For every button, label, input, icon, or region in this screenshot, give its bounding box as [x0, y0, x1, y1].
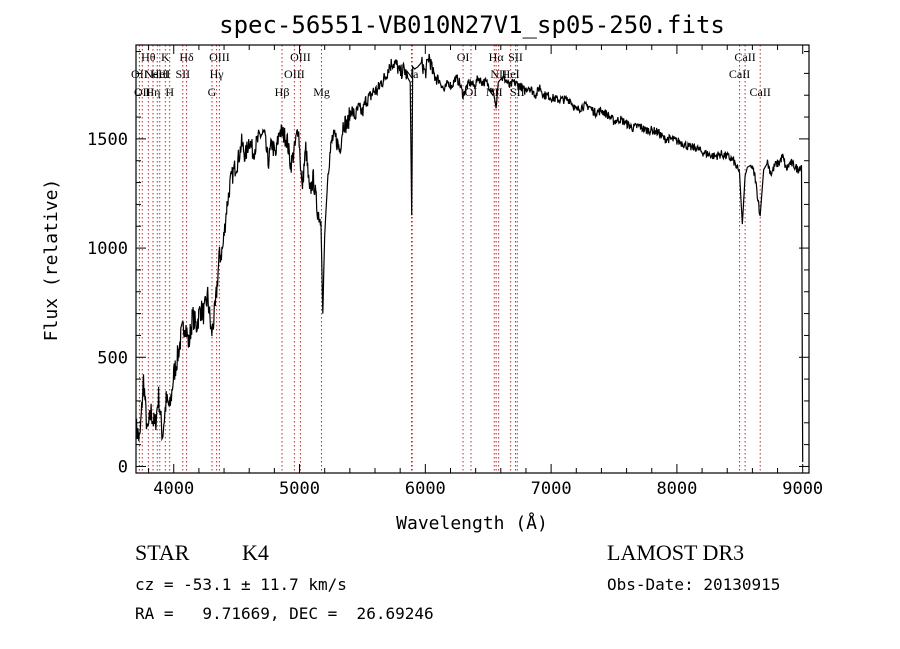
chart-title: spec-56551-VB010N27V1_sp05-250.fits — [219, 11, 725, 39]
line-marker-labels: OIIOIIHθHηNeIIIHeIKHSIIHδGHγOIIIHβOIIIOI… — [131, 50, 771, 99]
line-marker-label: CaII — [734, 50, 755, 64]
line-marker-label: Mg — [313, 85, 330, 99]
x-tick-label: 5000 — [279, 479, 320, 499]
line-marker-label: H — [165, 85, 174, 99]
line-marker-label: HeI — [502, 67, 520, 81]
x-tick-label: 7000 — [531, 479, 572, 499]
y-axis-label: Flux (relative) — [41, 179, 62, 342]
y-axis-ticks: 0 500 1000 1500 — [87, 51, 809, 477]
y-tick-label: 1500 — [87, 130, 128, 150]
x-tick-label: 6000 — [405, 479, 446, 499]
y-tick-label: 500 — [97, 348, 128, 368]
x-axis-label: Wavelength (Å) — [396, 512, 548, 534]
line-marker-label: OII — [131, 67, 148, 81]
line-marker-label: SII — [175, 67, 190, 81]
line-marker-label: Hδ — [179, 50, 194, 64]
line-marker-label: G — [208, 85, 217, 99]
plot-frame — [135, 44, 810, 474]
line-marker-label: Hβ — [275, 85, 290, 99]
y-tick-label: 0 — [118, 457, 128, 477]
object-class: STAR — [135, 540, 190, 565]
x-tick-label: 4000 — [153, 479, 194, 499]
line-marker-label: Hα — [489, 50, 505, 64]
object-subclass: K4 — [242, 540, 269, 565]
line-marker-label: Hθ — [141, 50, 156, 64]
line-marker-label: OIII — [290, 50, 311, 64]
x-tick-label: 9000 — [782, 479, 823, 499]
obs-date: Obs-Date: 20130915 — [607, 575, 780, 594]
line-marker-label: HeI — [151, 67, 169, 81]
line-marker-label: SII — [508, 50, 523, 64]
line-marker-label: CaII — [750, 85, 771, 99]
line-marker-label: Hγ — [210, 67, 225, 81]
line-marker-label: K — [161, 50, 170, 64]
coordinates: RA = 9.71669, DEC = 26.69246 — [135, 604, 434, 623]
spectrum-line — [135, 53, 804, 463]
x-tick-label: 8000 — [656, 479, 697, 499]
redshift-cz: cz = -53.1 ± 11.7 km/s — [135, 575, 347, 594]
survey-name: LAMOST DR3 — [607, 540, 744, 565]
line-marker-label: OIII — [209, 50, 230, 64]
line-marker-label: NeIII — [144, 67, 170, 81]
line-marker-label: OI — [457, 50, 470, 64]
line-markers — [138, 45, 761, 473]
line-marker-label: CaII — [729, 67, 750, 81]
line-marker-label: OIII — [284, 67, 305, 81]
y-tick-label: 1000 — [87, 239, 128, 259]
line-marker-label: NII — [486, 85, 503, 99]
x-axis-ticks: 4000 5000 6000 7000 8000 9000 — [148, 45, 823, 499]
line-marker-label: Hη — [146, 85, 161, 99]
